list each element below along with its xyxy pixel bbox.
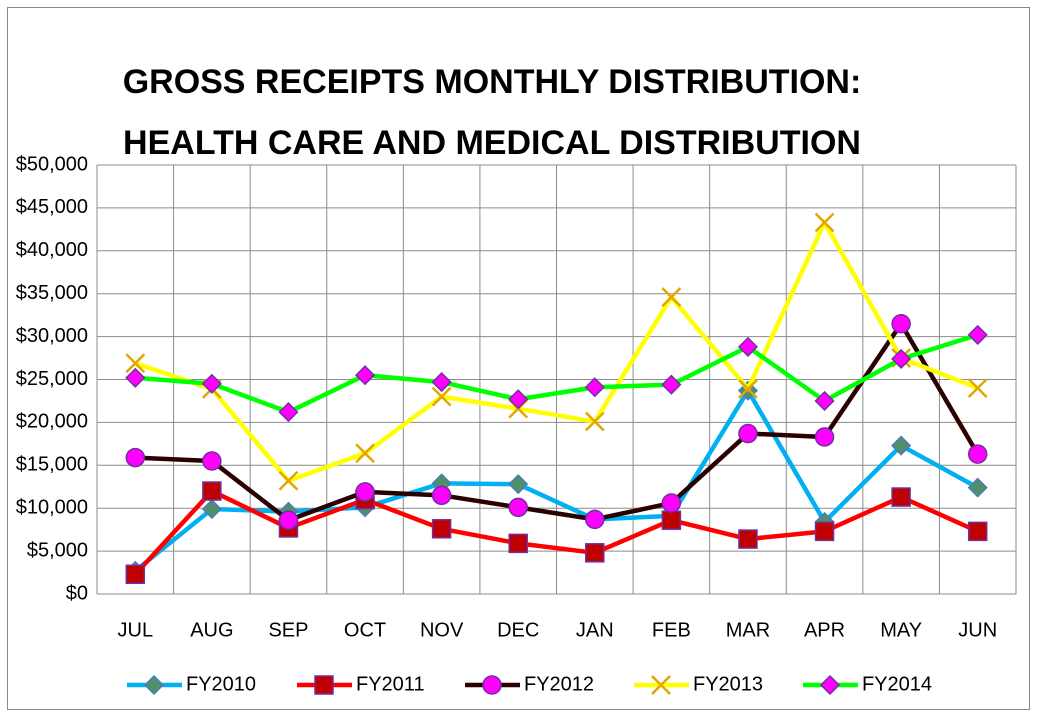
x-tick-label: MAY <box>880 619 922 641</box>
y-tick-label: $35,000 <box>16 282 88 304</box>
y-tick-label: $50,000 <box>16 153 88 175</box>
y-tick-label: $0 <box>66 582 88 604</box>
marker <box>737 336 759 357</box>
marker <box>891 348 912 369</box>
legend-marker <box>482 675 502 695</box>
marker <box>125 353 146 374</box>
marker <box>508 474 529 495</box>
x-tick-label: JUL <box>118 619 154 641</box>
marker <box>508 533 528 554</box>
y-tick-label: $15,000 <box>16 454 88 476</box>
marker <box>201 373 222 394</box>
series-line <box>133 488 979 576</box>
marker <box>431 485 452 506</box>
marker <box>431 519 452 539</box>
x-tick-label: SEP <box>268 619 308 641</box>
y-tick-label: $10,000 <box>16 496 88 518</box>
marker <box>125 447 146 468</box>
marker <box>584 411 605 432</box>
marker <box>967 477 988 498</box>
y-tick-label: $30,000 <box>16 325 88 347</box>
marker <box>738 529 758 549</box>
marker <box>278 470 299 491</box>
marker <box>125 367 146 388</box>
marker <box>814 390 835 412</box>
marker <box>585 543 605 563</box>
legend-marker <box>651 675 671 695</box>
marker <box>201 498 222 520</box>
marker <box>967 521 988 542</box>
y-tick-label: $45,000 <box>16 196 88 218</box>
legend-marker <box>314 675 334 695</box>
x-tick-label: APR <box>804 619 845 641</box>
marker <box>967 378 988 398</box>
marker <box>278 510 299 530</box>
x-tick-label: JAN <box>576 619 614 641</box>
marker <box>891 487 911 507</box>
series-line <box>135 321 980 523</box>
marker <box>814 212 835 233</box>
legend-marker <box>143 674 165 696</box>
marker <box>508 497 528 518</box>
marker <box>814 521 835 542</box>
marker <box>125 564 146 585</box>
marker <box>584 377 605 398</box>
marker <box>355 482 375 502</box>
y-tick-label: $5,000 <box>27 539 88 561</box>
legend-label: FY2010 <box>186 673 256 695</box>
marker <box>278 402 299 423</box>
marker <box>431 372 452 393</box>
legend-marker <box>819 674 841 696</box>
chart-title: HEALTH CARE AND MEDICAL DISTRIBUTION <box>123 124 861 162</box>
marker <box>814 427 835 447</box>
marker <box>967 444 988 464</box>
marker <box>355 443 375 464</box>
chart-border <box>7 7 1030 710</box>
y-tick-label: $25,000 <box>16 368 88 390</box>
x-tick-label: DEC <box>497 619 539 641</box>
marker <box>661 493 682 513</box>
marker <box>891 435 912 456</box>
x-tick-label: NOV <box>420 619 464 641</box>
marker <box>738 379 758 399</box>
marker <box>508 389 529 410</box>
x-tick-label: OCT <box>344 619 386 641</box>
x-tick-label: MAR <box>726 619 770 641</box>
y-tick-label: $20,000 <box>16 411 88 433</box>
marker <box>738 423 758 444</box>
marker <box>661 374 682 395</box>
marker <box>967 324 988 345</box>
marker <box>431 386 452 407</box>
marker <box>661 287 682 308</box>
x-tick-label: AUG <box>190 619 233 641</box>
chart-title: GROSS RECEIPTS MONTHLY DISTRIBUTION: <box>123 63 862 101</box>
marker <box>585 509 605 530</box>
y-tick-label: $40,000 <box>16 239 88 261</box>
x-tick-label: JUN <box>958 619 997 641</box>
series-line <box>134 220 979 483</box>
legend-label: FY2013 <box>693 673 763 695</box>
series-line <box>135 332 979 415</box>
marker <box>354 365 376 386</box>
legend-label: FY2011 <box>356 673 425 695</box>
legend-label: FY2012 <box>524 673 594 695</box>
marker <box>202 451 222 471</box>
marker <box>202 481 222 501</box>
marker <box>891 313 911 334</box>
marker <box>661 510 682 530</box>
x-tick-label: FEB <box>652 619 691 641</box>
legend-label: FY2014 <box>862 673 932 695</box>
